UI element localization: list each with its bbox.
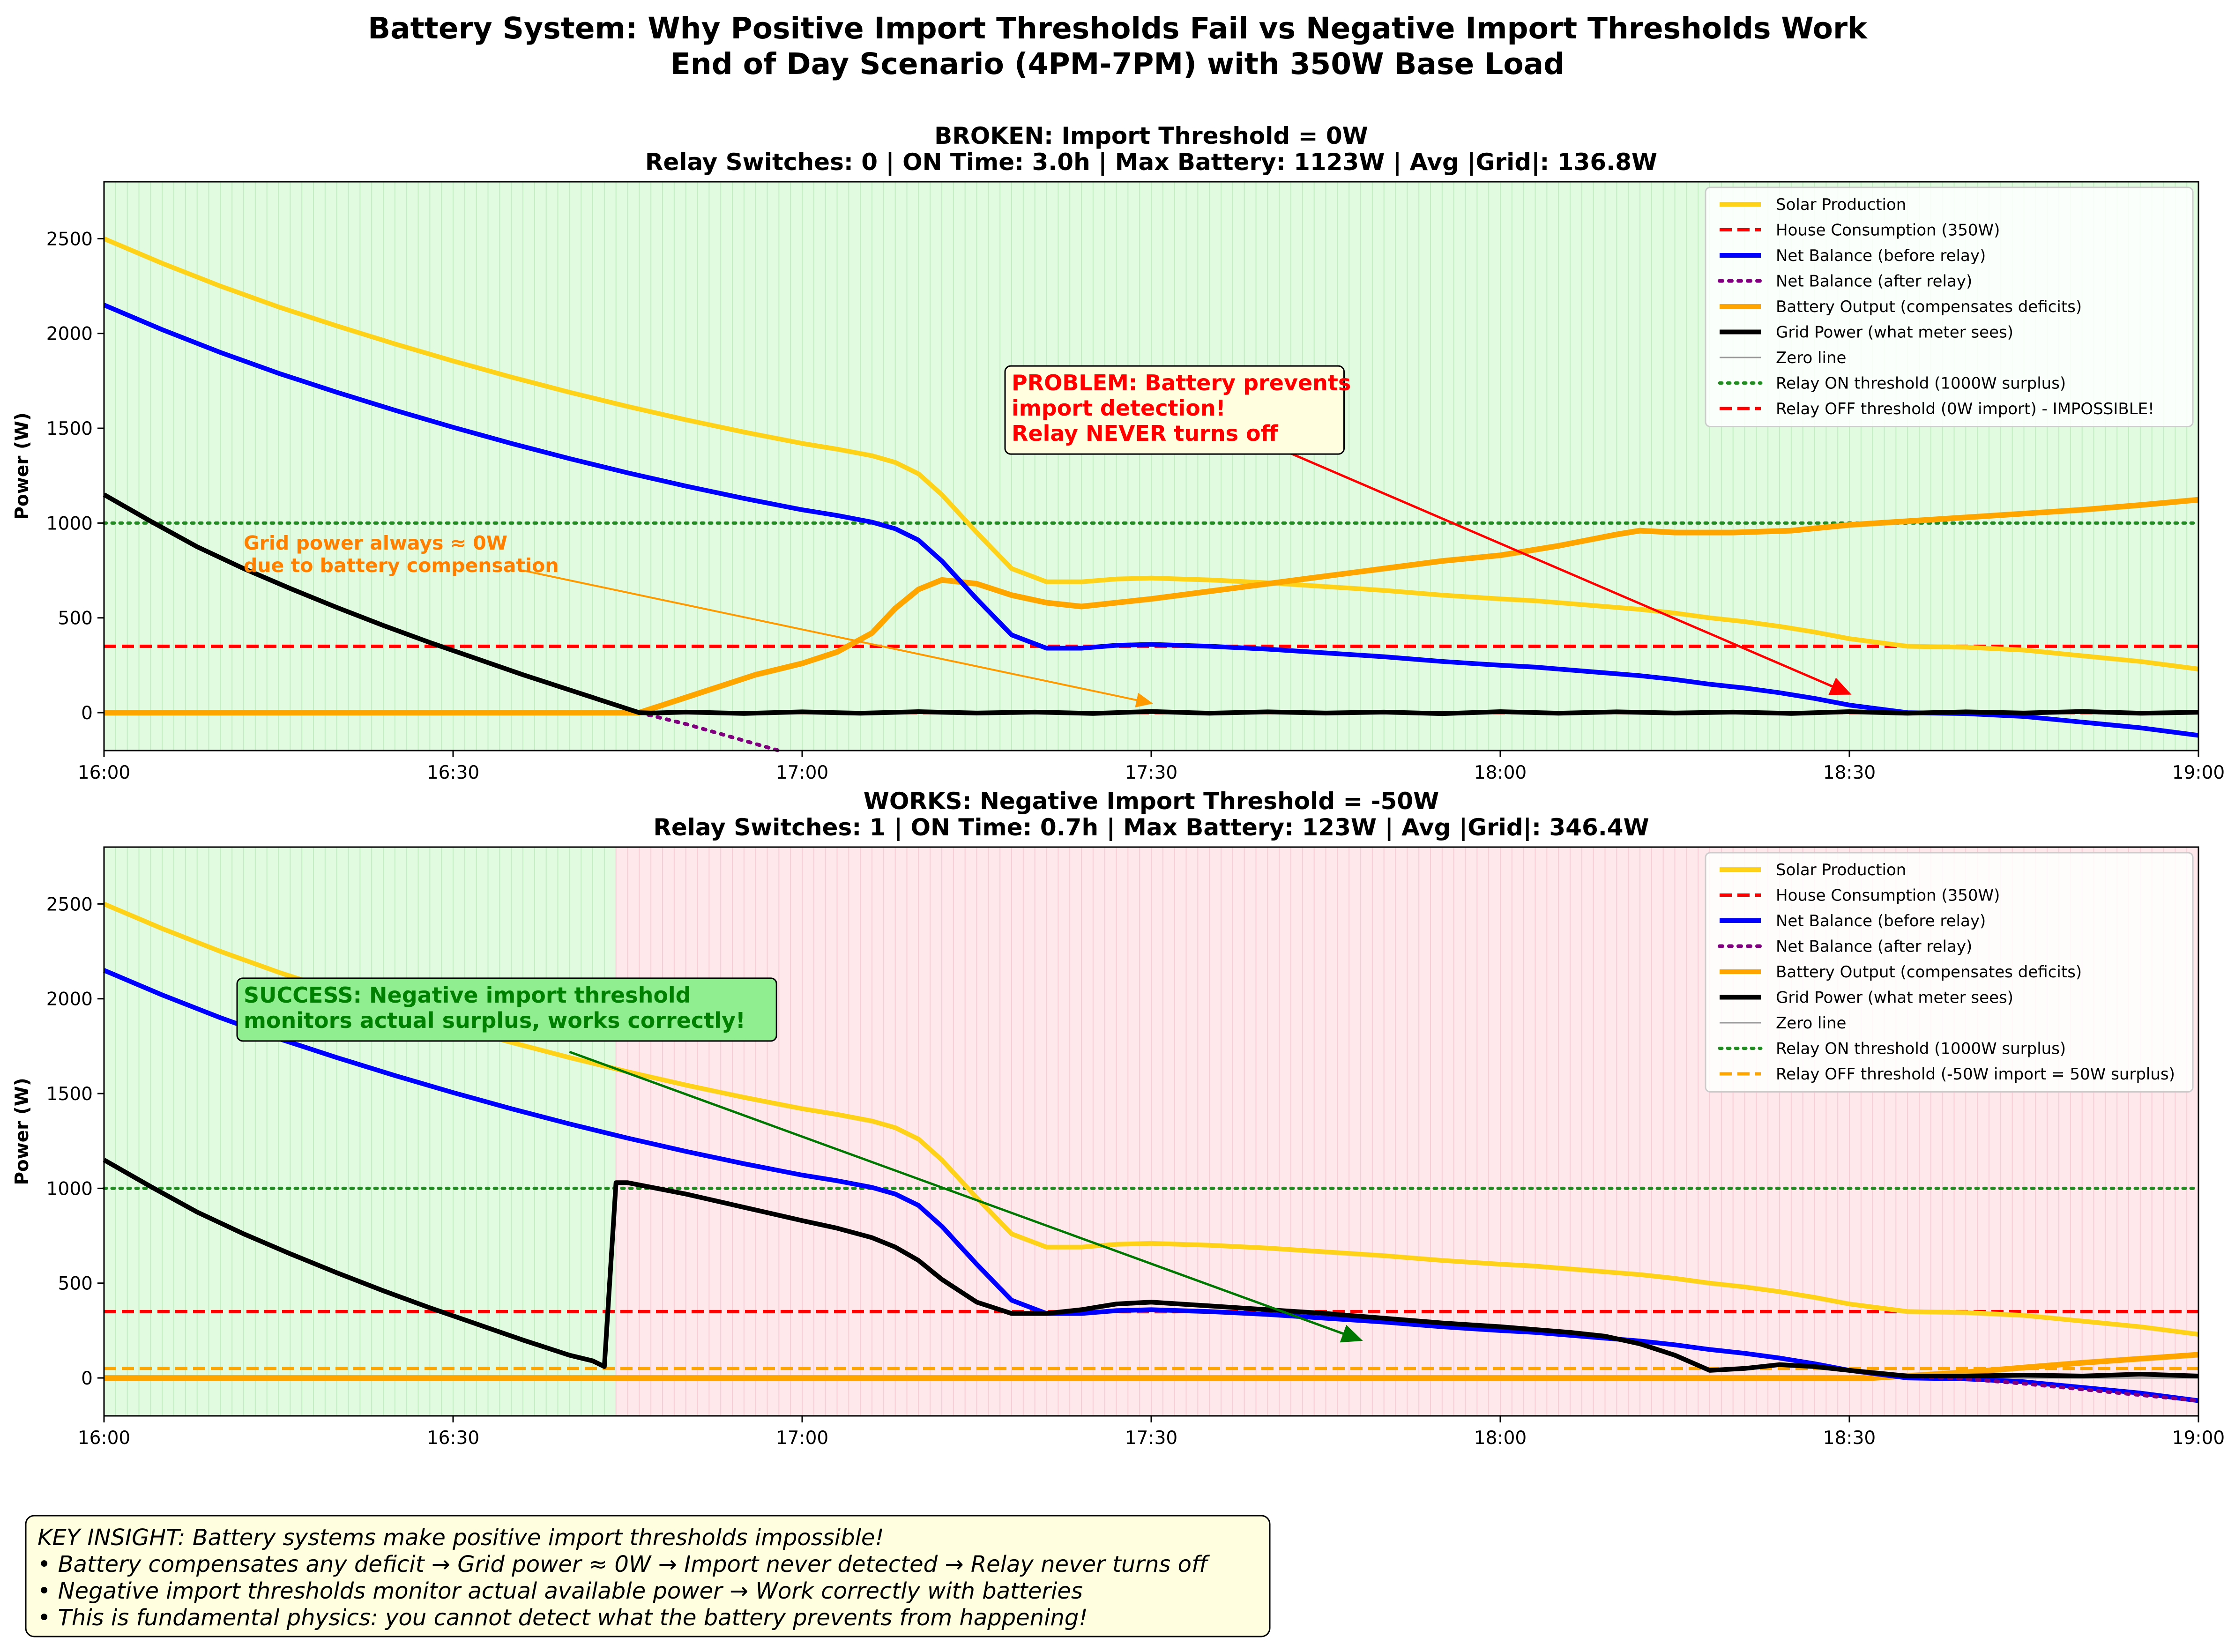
- key-insight-line-2: • Battery compensates any deficit → Grid…: [37, 1551, 1210, 1578]
- works-annotation-text: monitors actual surplus, works correctly…: [244, 1008, 745, 1033]
- works-annotation-green: SUCCESS: Negative import thresholdmonito…: [236, 977, 1363, 1343]
- works-legend-label: Zero line: [1776, 1014, 1846, 1033]
- works-legend-label: Battery Output (compensates deficits): [1776, 963, 2082, 982]
- broken-annotation-text: Grid power always ≈ 0W: [244, 532, 507, 554]
- broken-x-tick-label: 16:00: [78, 762, 130, 783]
- broken-subplot-y-axis-label: Power (W): [12, 412, 33, 520]
- broken-legend-label: Battery Output (compensates deficits): [1776, 298, 2082, 316]
- broken-legend-label: Relay OFF threshold (0W import) - IMPOSS…: [1776, 400, 2154, 418]
- broken-y-tick-label: 1000: [46, 513, 93, 534]
- broken-annotation-text: import detection!: [1012, 395, 1226, 421]
- works-legend-label: Net Balance (before relay): [1776, 912, 1986, 930]
- works-subplot-title-line-2: Relay Switches: 1 | ON Time: 0.7h | Max …: [653, 814, 1649, 841]
- broken-subplot-title-line-1: BROKEN: Import Threshold = 0W: [934, 122, 1368, 149]
- broken-legend-label: Relay ON threshold (1000W surplus): [1776, 374, 2066, 393]
- broken-net-balance-before-line: [103, 303, 2199, 738]
- works-legend-label: Grid Power (what meter sees): [1776, 989, 2013, 1007]
- broken-subplot-title-line-2: Relay Switches: 0 | ON Time: 3.0h | Max …: [645, 149, 1657, 176]
- broken-legend-label: Solar Production: [1776, 195, 1906, 214]
- broken-grid-power-line: [103, 492, 2199, 716]
- broken-x-tick-label: 17:00: [776, 762, 828, 783]
- broken-annotation-box: [1004, 365, 1345, 455]
- broken-y-tick-label: 500: [58, 608, 93, 629]
- works-y-tick-label: 500: [58, 1273, 93, 1295]
- broken-legend: Solar Production House Consumption (350W)…: [1705, 186, 2194, 427]
- broken-y-tick-label: 0: [81, 703, 93, 724]
- broken-x-tick-label: 16:30: [427, 762, 479, 783]
- works-net-balance-before-line: [103, 968, 2199, 1403]
- works-legend: Solar Production House Consumption (350W)…: [1705, 852, 2194, 1093]
- works-annotation-text: SUCCESS: Negative import threshold: [244, 982, 691, 1008]
- key-insight-line-4: • This is fundamental physics: you canno…: [37, 1605, 1088, 1631]
- works-x-tick-label: 16:00: [78, 1428, 130, 1449]
- works-x-tick-label: 18:00: [1474, 1428, 1527, 1449]
- key-insight-line-3: • Negative import thresholds monitor act…: [37, 1578, 1083, 1604]
- works-x-tick-label: 19:00: [2172, 1428, 2225, 1449]
- works-y-tick-label: 0: [81, 1368, 93, 1389]
- works-legend-label: Relay ON threshold (1000W surplus): [1776, 1040, 2066, 1058]
- works-x-tick-label: 16:30: [427, 1428, 479, 1449]
- works-legend-box: [1705, 852, 2194, 1093]
- broken-threshold-subplot: BROKEN: Import Threshold = 0W Relay Swit…: [12, 122, 2225, 783]
- figure-title-line-2: End of Day Scenario (4PM-7PM) with 350W …: [670, 47, 1565, 81]
- broken-x-tick-label: 18:30: [1823, 762, 1876, 783]
- works-annotation-box: [236, 977, 777, 1042]
- works-battery-output-line: [104, 1352, 2199, 1381]
- broken-x-tick-label: 18:00: [1474, 762, 1527, 783]
- broken-solar-production-line: [103, 236, 2199, 671]
- works-annotation-arrow: [569, 1050, 1363, 1343]
- works-subplot-y-axis-label: Power (W): [12, 1078, 33, 1185]
- broken-annotation-arrow: [1267, 442, 1852, 695]
- broken-legend-label: Grid Power (what meter sees): [1776, 323, 2013, 342]
- broken-y-tick-label: 1500: [46, 418, 93, 439]
- works-threshold-subplot: WORKS: Negative Import Threshold = -50W …: [12, 788, 2225, 1449]
- works-x-tick-label: 17:00: [776, 1428, 828, 1449]
- key-insight-box: KEY INSIGHT: Battery systems make positi…: [25, 1515, 1271, 1637]
- broken-y-tick-label: 2500: [46, 229, 93, 250]
- broken-x-tick-label: 19:00: [2172, 762, 2225, 783]
- works-x-tick-label: 17:30: [1125, 1428, 1177, 1449]
- works-y-tick-label: 1500: [46, 1084, 93, 1105]
- figure-title-line-1: Battery System: Why Positive Import Thre…: [368, 11, 1868, 45]
- broken-minute-stripes: [104, 182, 2199, 751]
- broken-legend-label: House Consumption (350W): [1776, 221, 2000, 240]
- works-legend-label: Relay OFF threshold (-50W import = 50W s…: [1776, 1065, 2175, 1084]
- key-insight-background: [25, 1515, 1271, 1637]
- broken-legend-box: [1705, 186, 2194, 427]
- works-y-tick-label: 2000: [46, 989, 93, 1010]
- broken-legend-label: Net Balance (before relay): [1776, 246, 1986, 265]
- broken-legend-label: Zero line: [1776, 349, 1846, 367]
- works-grid-power-line: [103, 1158, 2199, 1378]
- broken-x-tick-label: 17:30: [1125, 762, 1177, 783]
- key-insight-line-1: KEY INSIGHT: Battery systems make positi…: [37, 1525, 884, 1551]
- broken-legend-label: Net Balance (after relay): [1776, 272, 1972, 291]
- broken-annotation-text: Relay NEVER turns off: [1012, 421, 1279, 446]
- works-legend-label: Solar Production: [1776, 861, 1906, 879]
- broken-annotation-arrow: [522, 569, 1153, 707]
- works-y-tick-label: 1000: [46, 1178, 93, 1199]
- broken-y-tick-label: 2000: [46, 324, 93, 345]
- broken-net-balance-after-line: [637, 711, 781, 752]
- works-solar-production-line: [103, 901, 2199, 1337]
- works-legend-label: House Consumption (350W): [1776, 886, 2000, 905]
- works-y-tick-label: 2500: [46, 894, 93, 915]
- broken-battery-output-line: [104, 497, 2199, 716]
- broken-annotation-text: due to battery compensation: [244, 554, 559, 577]
- works-x-tick-label: 18:30: [1823, 1428, 1876, 1449]
- works-legend-label: Net Balance (after relay): [1776, 938, 1972, 956]
- works-subplot-title-line-1: WORKS: Negative Import Threshold = -50W: [864, 788, 1439, 815]
- broken-annotation-text: PROBLEM: Battery prevents: [1012, 370, 1351, 395]
